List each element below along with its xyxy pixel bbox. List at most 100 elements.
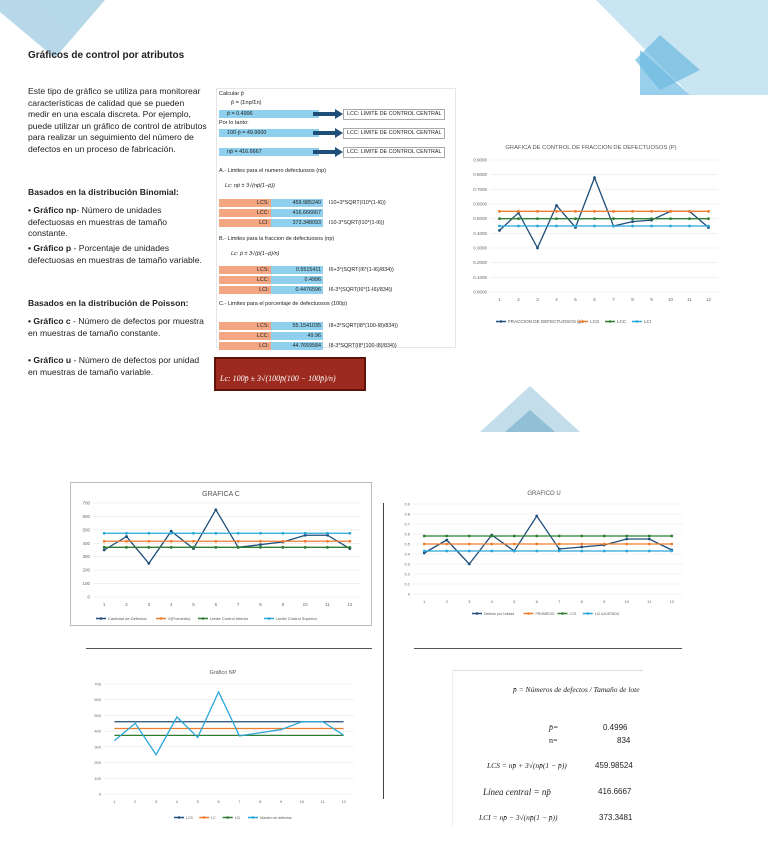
data-point [602, 549, 606, 553]
data-point [281, 545, 285, 549]
data-point [214, 531, 218, 535]
data-point [580, 545, 584, 549]
arrow-icon [313, 128, 343, 138]
legend-marker [201, 617, 205, 620]
data-point [467, 534, 471, 538]
data-point [557, 542, 561, 546]
data-point [650, 209, 653, 213]
data-point [303, 539, 307, 543]
y-tick-label: 0.7 [404, 522, 410, 527]
y-tick-label: 0.2000 [473, 260, 487, 265]
data-point [326, 539, 329, 543]
data-point [422, 542, 426, 546]
calc-label: Calcular p̄ [219, 91, 244, 97]
x-tick-label: 3 [155, 799, 158, 804]
chart-title: GRAFICA DE CONTROL DE FRACCION DE DEFECT… [505, 145, 676, 151]
x-tick-label: 6 [536, 599, 539, 604]
y-tick-label: 0.4000 [473, 231, 487, 236]
section-b-heading: B.- Limites para la fraccion de defectuo… [219, 236, 335, 242]
data-point [512, 549, 516, 553]
lcc-label-3: LCC: LIMITE DE CONTROL CENTRAL [343, 147, 446, 158]
series-line [103, 508, 351, 565]
data-point [625, 537, 629, 541]
x-tick-label: 5 [192, 602, 195, 607]
series-line [423, 514, 673, 566]
divider-left [86, 648, 372, 649]
legend-label: LCS [590, 319, 599, 324]
data-point [326, 533, 329, 537]
legend-label: LCS [186, 816, 193, 820]
x-tick-label: 3 [468, 599, 471, 604]
y-tick-label: 0.5 [404, 542, 410, 547]
u-text: - Número de defectos por unidad en muest… [28, 355, 200, 377]
data-point [536, 217, 539, 221]
legend-marker [267, 617, 271, 620]
x-tick-label: 3 [536, 297, 539, 302]
data-point [612, 217, 615, 221]
y-tick-label: 600 [82, 514, 90, 519]
data-point [688, 224, 691, 228]
y-tick-label: 0.4 [404, 552, 410, 557]
data-point [169, 545, 173, 549]
y-tick-label: 0.2 [404, 572, 410, 577]
legend-label: LCI AJUSTADO [595, 612, 620, 616]
data-point [259, 545, 262, 549]
data-point [593, 176, 596, 179]
x-tick-label: 11 [687, 297, 692, 302]
central-label: Línea central = np̄ [483, 787, 551, 797]
legend-marker [608, 320, 612, 323]
legend-marker [99, 617, 103, 620]
data-point [557, 547, 561, 551]
limit-label: LCI: [219, 219, 271, 227]
y-tick-label: 100 [94, 776, 101, 781]
deco-diamond-topright [635, 35, 700, 90]
x-tick-label: 6 [215, 602, 218, 607]
data-point [125, 545, 128, 549]
pbar-value-cell: p̄ = 0.4996 [219, 110, 319, 118]
legend-label: Número de defectos [260, 816, 292, 820]
data-point [555, 224, 558, 228]
data-point [147, 562, 151, 565]
data-point [670, 534, 674, 538]
x-tick-label: 4 [555, 297, 558, 302]
y-tick-label: 0.3 [404, 562, 410, 567]
x-tick-label: 9 [650, 297, 653, 302]
chart-title: Gráfico NP [210, 670, 237, 676]
lci-label: LCI = np̄ − 3√(np̄(1 − p̄)) [479, 813, 558, 822]
limit-formula: I6+3*(SQRT(I6*(1-I6)/834)) [329, 267, 394, 273]
data-point [535, 514, 539, 518]
x-tick-label: 2 [517, 297, 520, 302]
data-point [580, 534, 584, 538]
data-point [348, 539, 352, 543]
chart-u: GRAFICO U00.10.20.30.40.50.60.70.80.91 2 3… [397, 484, 691, 620]
limit-value: 55.1541035 [271, 322, 323, 330]
data-point [236, 539, 240, 543]
legend-label: FRACCION DE DEFECTUOSOS (p) [508, 319, 583, 324]
series-line [114, 690, 344, 756]
binomial-heading: Basados en la distribución Binomial: [28, 187, 179, 197]
data-point [214, 545, 218, 549]
data-point [102, 531, 106, 535]
x-tick-label: 1 [498, 297, 501, 302]
data-point [517, 217, 520, 221]
data-point [214, 539, 218, 543]
data-point [688, 217, 691, 221]
limit-value: 49.96 [271, 332, 323, 340]
data-point [670, 542, 674, 546]
data-point [670, 549, 674, 553]
limit-formula: I10+3*SQRT(I10*(1-I6)) [329, 200, 386, 206]
y-tick-label: 500 [82, 527, 90, 532]
data-point [445, 538, 449, 542]
limit-label: LCS: [219, 266, 271, 274]
series-line [499, 175, 709, 250]
chart-p-fraction-defectuosos: GRAFICA DE CONTROL DE FRACCION DE DEFECT… [456, 140, 726, 328]
data-point [422, 549, 426, 553]
x-tick-label: 5 [513, 599, 516, 604]
y-tick-label: 700 [94, 682, 101, 687]
c-label: • Gráfico c [28, 316, 71, 326]
y-tick-label: 0.8 [404, 512, 410, 517]
data-point [593, 209, 596, 213]
data-point [625, 534, 629, 538]
x-tick-label: 9 [280, 799, 283, 804]
